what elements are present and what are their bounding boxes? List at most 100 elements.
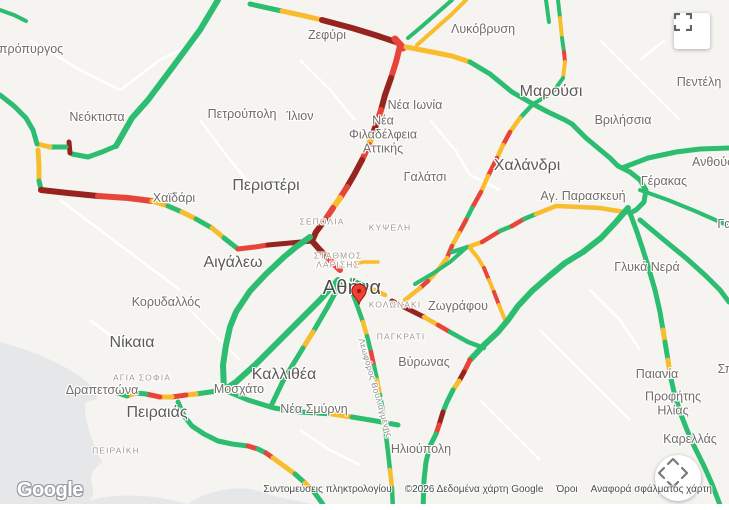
traffic-segment-kifisias-s-14 — [402, 285, 423, 303]
traffic-segment-ymittos-ring — [467, 205, 631, 363]
traffic-segment-vouliagmenis-6 — [374, 377, 383, 398]
traffic-segment-paiania-road-5 — [667, 371, 723, 504]
traffic-segment-fil-artery-7 — [344, 157, 365, 190]
traffic-segment-nat-road-green — [247, 1, 285, 14]
traffic-segment-kolonaki-e-slow — [421, 314, 441, 328]
traffic-segment-athens-ne-slow-stub — [346, 260, 380, 267]
traffic-segment-fil-artery-12 — [309, 238, 333, 263]
traffic-segment-kolonaki-e-green — [447, 329, 487, 351]
traffic-segment-gargittos-road — [638, 188, 729, 228]
traffic-segment-vouliagmenis-3 — [364, 333, 374, 355]
traffic-segment-marousi-gerakas — [530, 101, 621, 169]
traffic-segment-north-in-green — [406, 0, 454, 40]
traffic-segment-attiki-link-jam-notch — [66, 139, 73, 156]
traffic-segment-iera-odos-free1 — [165, 203, 185, 215]
minor-roads-layer — [29, 38, 681, 467]
traffic-segment-vouliagmenis-2 — [360, 319, 370, 339]
traffic-segment-fil-artery-13 — [327, 257, 343, 273]
traffic-segment-kifisias-s-1 — [517, 101, 536, 121]
traffic-segment-moschato-green1 — [221, 387, 335, 417]
traffic-segment-mesogeion-7 — [533, 203, 633, 217]
traffic-segment-vouliagmenis-5 — [371, 363, 380, 383]
traffic-segment-zografou-1 — [468, 246, 486, 270]
traffic-segment-coastal-se-5 — [270, 455, 298, 477]
fullscreen-icon — [674, 13, 692, 31]
traffic-segment-syggrou-green2 — [269, 345, 306, 407]
traffic-segment-kifisias-n-green3 — [531, 76, 565, 106]
traffic-segment-kifisias-s-4 — [494, 142, 506, 161]
traffic-segment-coastal-se-1 — [175, 399, 251, 449]
pan-arrows-icon — [657, 457, 689, 489]
traffic-segment-kifisias-s-3 — [500, 129, 513, 148]
traffic-segment-kolonaki-w-slow — [367, 285, 388, 298]
traffic-segment-nat-road-jam — [319, 17, 399, 45]
keyboard-shortcuts-link[interactable]: Συντομεύσεις πληκτρολογίου — [263, 484, 392, 495]
traffic-segment-paiania-road-1 — [627, 210, 666, 333]
pan-control[interactable] — [655, 455, 701, 501]
traffic-segment-kifisias-n-green1b — [544, 0, 551, 24]
traffic-segment-iera-odos-free3 — [221, 235, 241, 252]
fullscreen-button[interactable] — [674, 13, 710, 49]
traffic-segment-vouliagmenis-1 — [349, 289, 366, 325]
traffic-segment-ring-yellow-e — [403, 44, 473, 65]
traffic-segment-kifisos-ave — [220, 234, 313, 393]
traffic-segment-fil-artery-1 — [388, 43, 403, 81]
traffic-segment-zografou-5 — [497, 303, 507, 322]
traffic-segment-vouliagmenis-4 — [368, 349, 377, 369]
traffic-segment-vouliagmenis-10 — [387, 467, 395, 491]
traffic-segment-gerakas-loop — [615, 163, 649, 216]
traffic-segment-paiania-road-3 — [662, 339, 671, 363]
traffic-segment-nat-road-slow — [279, 8, 325, 23]
traffic-segment-coastal-se-8 — [311, 489, 326, 504]
traffic-segment-ring-green-marousi — [467, 59, 536, 107]
traffic-segment-drapetsona-green2 — [115, 390, 130, 399]
traffic-segment-cross-green — [413, 245, 469, 286]
map-data-copyright: ©2026 Δεδομένα χάρτη Google — [404, 484, 544, 495]
traffic-segment-iera-odos-slow1 — [149, 198, 171, 209]
traffic-segment-kolonaki-jam — [389, 298, 427, 320]
traffic-segment-athinon-e-heavy — [235, 242, 271, 252]
traffic-segment-pireos-ave — [221, 277, 341, 393]
traffic-segment-anthousa-road — [619, 145, 729, 171]
traffic-segment-kifisias-s-9 — [456, 217, 469, 236]
traffic-segment-zografou-3 — [487, 278, 496, 294]
traffic-segment-iera-odos-slow2 — [179, 209, 199, 222]
traffic-segment-iera-odos-slow3 — [209, 225, 227, 241]
traffic-segment-vouliagmenis-8 — [380, 409, 388, 431]
traffic-segment-kifisias-s-7 — [469, 189, 484, 211]
traffic-segment-mesogeion-3 — [479, 228, 503, 245]
traffic-segment-kifisias-s-2 — [507, 115, 523, 135]
traffic-segment-vouliagmenis-7 — [377, 392, 386, 415]
terms-link[interactable]: Όροι — [556, 484, 578, 495]
traffic-segment-fil-artery-2 — [378, 75, 394, 113]
traffic-segment-kifisias-n-slow1 — [558, 16, 564, 40]
traffic-segment-kifisias-s-10 — [449, 230, 462, 249]
traffic-segment-kifisias-s-5 — [485, 155, 500, 179]
traffic-segment-ilioupoli-green — [420, 431, 439, 504]
traffic-segment-moschato-green2 — [349, 414, 401, 428]
traffic-segment-iera-odos-free2 — [193, 216, 215, 231]
traffic-segment-north-in-slow — [415, 0, 468, 47]
traffic-segment-attiki-odos-nw — [113, 0, 221, 149]
traffic-segment-athinon-heavy — [95, 193, 155, 204]
report-map-error-link[interactable]: Αναφορά σφάλματος χάρτη — [590, 484, 712, 495]
traffic-segment-coast-slow — [35, 147, 42, 184]
traffic-segment-attiki-se-leg — [637, 217, 729, 305]
traffic-segment-fil-artery-11 — [309, 217, 328, 244]
traffic-segment-kifisias-s-6 — [478, 173, 491, 195]
attribution-bar: Συντομεύσεις πληκτρολογίου ©2026 Δεδομέν… — [263, 484, 712, 495]
traffic-segment-vyronas-green — [440, 387, 456, 415]
traffic-segment-kifisias-n-green1 — [556, 0, 562, 20]
traffic-segment-moschato-slow — [329, 411, 355, 420]
traffic-segment-vouliagmenis-9 — [382, 425, 393, 473]
traffic-segment-zografou-4 — [492, 290, 501, 307]
traffic-segment-vouliagmenis-11 — [389, 485, 395, 504]
traffic-segment-syggrou-green1 — [310, 281, 343, 335]
traffic-segment-attiki-link-green-e — [69, 143, 119, 160]
traffic-segment-kolonaki-e-heavy — [435, 322, 453, 335]
google-logo[interactable]: Google — [17, 479, 83, 501]
